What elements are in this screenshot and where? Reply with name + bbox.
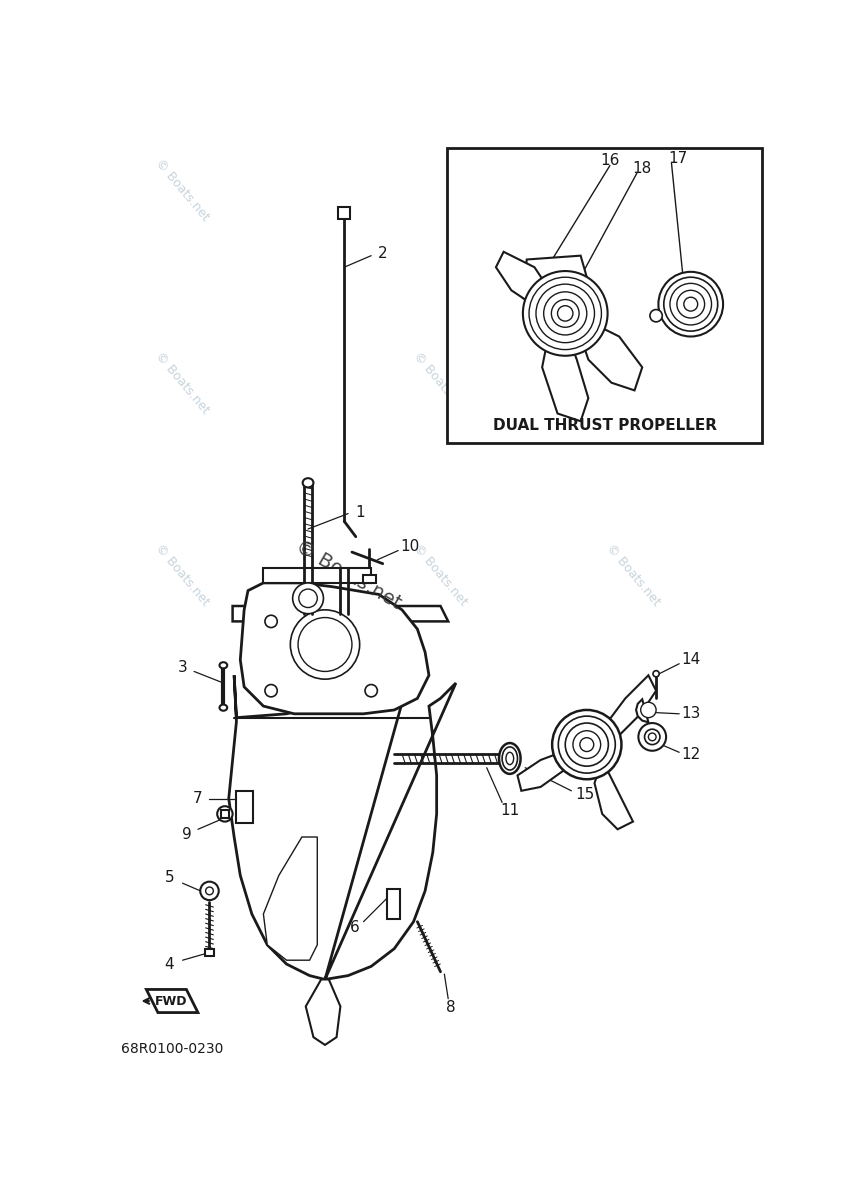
Polygon shape bbox=[542, 329, 589, 421]
Polygon shape bbox=[147, 990, 198, 1013]
Circle shape bbox=[650, 310, 662, 322]
Polygon shape bbox=[636, 700, 649, 722]
Circle shape bbox=[653, 671, 659, 677]
Ellipse shape bbox=[220, 704, 227, 710]
Circle shape bbox=[552, 300, 579, 328]
Text: 17: 17 bbox=[668, 151, 687, 166]
Text: © Boats.net: © Boats.net bbox=[603, 349, 662, 416]
Bar bbox=[205, 949, 214, 956]
Circle shape bbox=[523, 271, 607, 355]
Circle shape bbox=[298, 618, 352, 672]
Circle shape bbox=[677, 290, 704, 318]
Bar bbox=[387, 889, 401, 919]
Text: 9: 9 bbox=[182, 827, 191, 842]
Text: 12: 12 bbox=[681, 748, 700, 762]
Text: 68R0100-0230: 68R0100-0230 bbox=[121, 1042, 223, 1056]
Text: 14: 14 bbox=[681, 653, 700, 667]
Polygon shape bbox=[602, 676, 656, 737]
Polygon shape bbox=[496, 252, 558, 310]
Circle shape bbox=[265, 684, 277, 697]
Circle shape bbox=[644, 730, 660, 744]
Text: © Boats.net: © Boats.net bbox=[153, 157, 212, 223]
Polygon shape bbox=[229, 676, 456, 979]
Text: DUAL THRUST PROPELLER: DUAL THRUST PROPELLER bbox=[492, 419, 716, 433]
Circle shape bbox=[299, 589, 317, 607]
Text: 15: 15 bbox=[576, 787, 595, 802]
Ellipse shape bbox=[220, 662, 227, 668]
Bar bbox=[364, 575, 376, 583]
Polygon shape bbox=[240, 583, 429, 714]
Text: © Boats.net: © Boats.net bbox=[153, 541, 212, 608]
Text: 16: 16 bbox=[601, 154, 619, 168]
Text: © Boats.net: © Boats.net bbox=[153, 349, 212, 416]
Text: 5: 5 bbox=[165, 870, 174, 886]
Polygon shape bbox=[517, 749, 571, 791]
Text: 4: 4 bbox=[165, 956, 174, 972]
Circle shape bbox=[649, 733, 656, 740]
Circle shape bbox=[658, 272, 723, 336]
Text: 6: 6 bbox=[349, 920, 360, 935]
Polygon shape bbox=[263, 568, 372, 583]
Text: 1: 1 bbox=[355, 504, 365, 520]
Text: FWD: FWD bbox=[154, 995, 187, 1008]
Text: 11: 11 bbox=[500, 803, 519, 817]
Text: 3: 3 bbox=[178, 660, 187, 676]
Text: 7: 7 bbox=[193, 791, 202, 806]
Circle shape bbox=[206, 887, 214, 895]
Circle shape bbox=[670, 283, 711, 325]
Circle shape bbox=[217, 806, 233, 822]
Text: 10: 10 bbox=[400, 539, 420, 554]
Circle shape bbox=[580, 738, 594, 751]
Circle shape bbox=[684, 298, 698, 311]
Bar bbox=[237, 791, 253, 823]
Circle shape bbox=[558, 306, 573, 322]
Text: 13: 13 bbox=[681, 707, 700, 721]
Ellipse shape bbox=[499, 743, 521, 774]
Circle shape bbox=[553, 710, 621, 779]
Circle shape bbox=[265, 616, 277, 628]
Circle shape bbox=[529, 277, 601, 349]
Text: 8: 8 bbox=[445, 1001, 456, 1015]
Circle shape bbox=[365, 684, 378, 697]
Polygon shape bbox=[305, 979, 341, 1045]
Circle shape bbox=[200, 882, 219, 900]
Polygon shape bbox=[523, 256, 589, 317]
Text: © Boats.net: © Boats.net bbox=[411, 541, 470, 608]
Circle shape bbox=[536, 284, 595, 343]
Circle shape bbox=[664, 277, 717, 331]
Polygon shape bbox=[581, 322, 643, 390]
Text: 18: 18 bbox=[632, 161, 652, 176]
Text: © Boats.net: © Boats.net bbox=[603, 157, 662, 223]
Ellipse shape bbox=[506, 752, 514, 764]
Bar bbox=[338, 208, 350, 220]
Circle shape bbox=[565, 724, 608, 766]
Polygon shape bbox=[233, 606, 448, 622]
Ellipse shape bbox=[303, 478, 313, 487]
Circle shape bbox=[544, 292, 587, 335]
Circle shape bbox=[290, 610, 360, 679]
Circle shape bbox=[293, 583, 323, 613]
Circle shape bbox=[573, 731, 601, 758]
Polygon shape bbox=[595, 760, 633, 829]
Circle shape bbox=[559, 716, 615, 773]
Circle shape bbox=[638, 724, 666, 751]
Text: © Boats.net: © Boats.net bbox=[411, 349, 470, 416]
Bar bbox=[447, 148, 763, 443]
Polygon shape bbox=[263, 838, 317, 960]
Bar bbox=[221, 810, 229, 817]
Circle shape bbox=[641, 702, 656, 718]
Text: © Boats.net: © Boats.net bbox=[603, 541, 662, 608]
Text: 2: 2 bbox=[378, 246, 388, 260]
Ellipse shape bbox=[502, 746, 517, 770]
Text: © Boats.net: © Boats.net bbox=[292, 538, 404, 613]
